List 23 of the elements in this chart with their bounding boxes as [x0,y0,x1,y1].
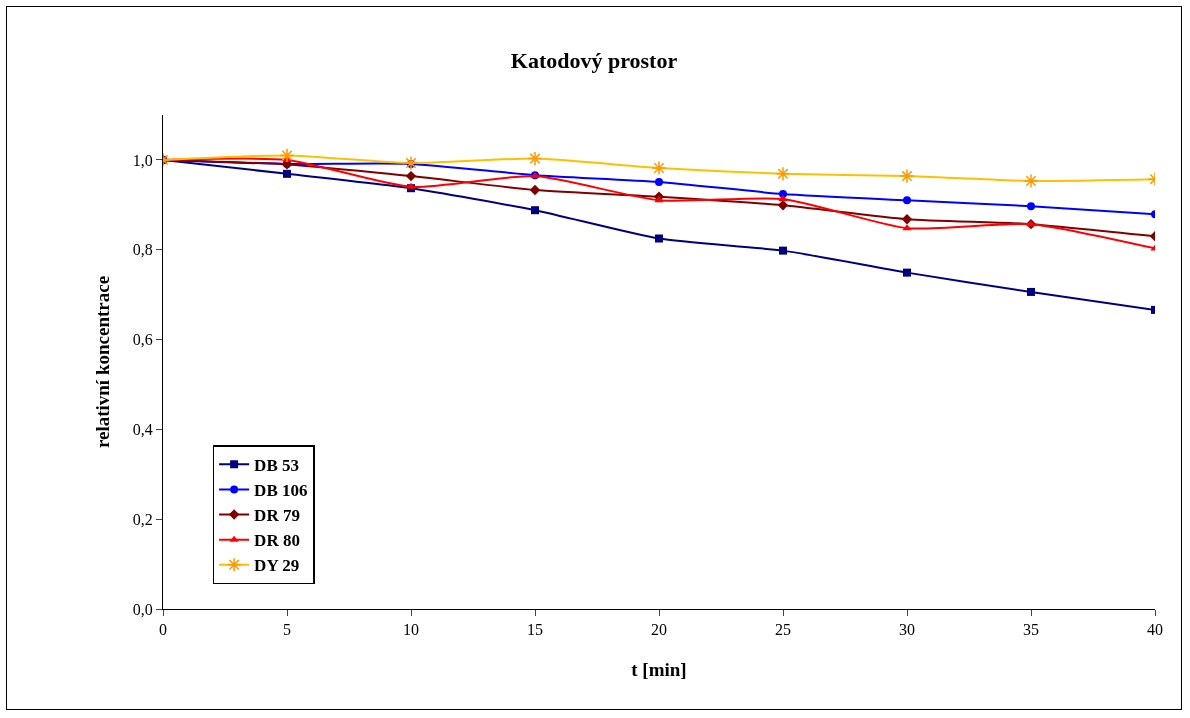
y-tick-label: 1,0 [132,151,153,169]
legend-label: DY 29 [254,556,300,576]
chart-title: Katodový prostor [510,48,678,74]
legend-label: DR 80 [254,531,300,551]
x-tick-label: 35 [1023,621,1039,639]
y-tick-label: 0,8 [132,241,153,259]
legend-label: DB 106 [254,481,308,501]
y-tick-label: 0,2 [132,510,153,528]
x-tick-label: 30 [899,621,915,639]
x-tick-label: 20 [651,621,667,639]
x-tick-label: 0 [159,621,167,639]
x-tick-label: 5 [283,621,291,639]
y-tick-label: 0,0 [132,600,153,618]
legend-label: DR 79 [254,506,300,526]
x-tick-label: 10 [403,621,419,639]
y-tick-label: 0,6 [132,331,153,349]
legend-label: DB 53 [254,455,299,475]
x-axis-title: t [min] [631,659,687,680]
x-tick-label: 40 [1147,621,1163,639]
x-tick-label: 25 [775,621,791,639]
x-tick-label: 15 [527,621,543,639]
y-tick-label: 0,4 [132,420,153,438]
y-axis-title: relativní koncentrace [91,275,113,449]
